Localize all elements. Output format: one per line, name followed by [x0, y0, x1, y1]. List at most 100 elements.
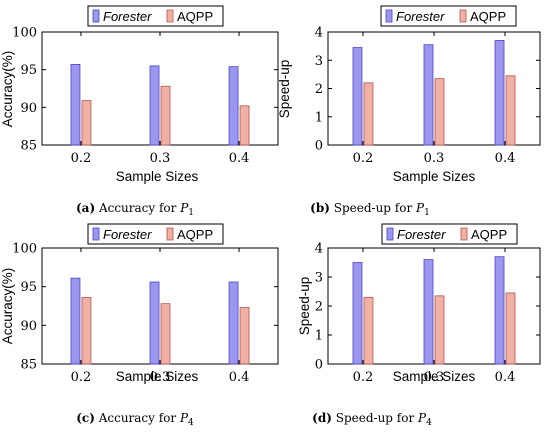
bar-aqpp-0.2: [81, 297, 92, 365]
y-tick-label: 85: [20, 358, 37, 373]
bar-aqpp-0.3: [434, 295, 445, 365]
bar-aqpp-0.2: [363, 296, 374, 365]
bar-forester-0.4: [228, 281, 239, 365]
x-tick-label: 0.4: [229, 151, 250, 166]
legend-box: [380, 5, 517, 27]
x-tick-label: 0.3: [424, 370, 445, 385]
caption-var: P: [179, 201, 189, 215]
x-axis-label: Sample Sizes: [116, 169, 199, 184]
caption-text: Accuracy for: [95, 411, 180, 425]
legend: Forester AQPP: [87, 5, 224, 27]
x-tick-label: 0.3: [424, 151, 445, 166]
x-tick-label: 0.4: [229, 370, 250, 385]
x-tick-label: 0.3: [150, 151, 171, 166]
caption-label: (a): [76, 201, 95, 215]
bar-forester-0.4: [228, 66, 239, 146]
bar-forester-0.4: [494, 256, 505, 365]
bar-aqpp-0.3: [434, 78, 445, 146]
bar-aqpp-0.4: [505, 75, 516, 146]
y-tick-label: 3: [315, 271, 323, 286]
bar-forester-0.3: [149, 65, 160, 146]
caption-label: (c): [76, 411, 95, 425]
y-axis-label: Accuracy(%): [0, 268, 15, 345]
x-axis-label: Sample Sizes: [116, 369, 199, 384]
y-axis-label: Speed-up: [297, 277, 312, 336]
chart-panel-2: 0 1 2 3 4 0.2 0.3 0.4 Speed-up Sample Sizes Forest…: [277, 5, 541, 218]
y-tick-label: 4: [315, 26, 323, 41]
legend-swatch-aqpp: [166, 227, 174, 241]
legend-swatch-forester: [92, 9, 100, 23]
bar-aqpp-0.4: [239, 105, 250, 146]
legend-swatch-aqpp: [166, 9, 174, 23]
bar-aqpp-0.4: [505, 292, 516, 365]
caption-sub: 1: [424, 208, 430, 218]
bar-forester-0.2: [70, 63, 81, 146]
caption-sub: 4: [188, 418, 194, 428]
panel-caption: (d) Speed-up for P4: [312, 411, 432, 428]
bar-forester-0.3: [423, 259, 434, 365]
legend-swatch-aqpp: [460, 227, 468, 241]
x-tick-label: 0.2: [353, 151, 374, 166]
y-tick-label: 4: [315, 242, 323, 257]
caption-text: Speed-up for: [332, 411, 418, 425]
panel-caption: (c) Accuracy for P4: [76, 411, 194, 428]
y-axis-label: Accuracy(%): [0, 51, 15, 128]
caption-sub: 1: [188, 208, 194, 218]
legend-label-aqpp: AQPP: [471, 227, 507, 242]
bar-aqpp-0.2: [363, 82, 374, 146]
panel-caption: (b) Speed-up for P1: [310, 201, 430, 218]
legend-label-aqpp: AQPP: [470, 9, 506, 24]
legend: Forester AQPP: [87, 223, 224, 245]
y-axis-label: Speed-up: [277, 60, 292, 119]
y-tick-label: 90: [20, 319, 37, 334]
chart-panel-1: 85 90 95 100 0.2 0.3 0.4 Accuracy(%) Sample Size…: [0, 5, 279, 218]
caption-var: P: [415, 201, 425, 215]
y-tick-label: 1: [315, 329, 323, 344]
x-tick-label: 0.4: [495, 151, 516, 166]
legend: Forester AQPP: [380, 5, 517, 27]
y-tick-label: 90: [20, 101, 37, 116]
legend-label-forester: Forester: [396, 9, 445, 24]
legend-label-forester: Forester: [103, 9, 152, 24]
y-tick-label: 3: [315, 54, 323, 69]
y-tick-label: 100: [12, 26, 37, 41]
bar-aqpp-0.4: [239, 307, 250, 365]
x-tick-label: 0.2: [71, 151, 92, 166]
caption-sub: 4: [426, 418, 432, 428]
bar-forester-0.2: [352, 262, 363, 365]
legend-box: [381, 223, 518, 245]
panel-caption: (a) Accuracy for P1: [76, 201, 194, 218]
caption-text: Speed-up for: [330, 201, 416, 215]
legend-label-aqpp: AQPP: [177, 227, 213, 242]
x-tick-label: 0.4: [495, 370, 516, 385]
chart-panel-3: 85 90 95 100 0.2 0.3 0.4 Accuracy(%) Sample Size…: [0, 223, 279, 428]
legend: Forester AQPP: [381, 223, 518, 245]
y-tick-label: 95: [20, 63, 37, 78]
y-tick-label: 0: [315, 139, 323, 154]
bar-forester-0.2: [70, 277, 81, 365]
caption-var: P: [179, 411, 189, 425]
legend-label-aqpp: AQPP: [177, 9, 213, 24]
x-tick-label: 0.3: [150, 370, 171, 385]
legend-label-forester: Forester: [397, 227, 446, 242]
bar-aqpp-0.3: [160, 303, 171, 365]
y-tick-label: 0: [315, 358, 323, 373]
legend-swatch-forester: [386, 227, 394, 241]
legend-box: [87, 223, 224, 245]
caption-label: (d): [312, 411, 332, 425]
legend-swatch-forester: [92, 227, 100, 241]
bar-aqpp-0.3: [160, 85, 171, 146]
legend-box: [87, 5, 224, 27]
y-tick-label: 95: [20, 280, 37, 295]
legend-swatch-aqpp: [459, 9, 467, 23]
y-tick-label: 100: [12, 242, 37, 257]
y-tick-label: 85: [20, 139, 37, 154]
bar-forester-0.4: [494, 40, 505, 146]
y-tick-label: 2: [315, 82, 323, 97]
x-tick-label: 0.2: [71, 370, 92, 385]
bar-forester-0.3: [423, 44, 434, 146]
x-axis-label: Sample Sizes: [393, 369, 476, 384]
caption-text: Accuracy for: [95, 201, 180, 215]
chart-panel-4: 0 1 2 3 4 0.2 0.3 0.4 Speed-up Sample Sizes Forest…: [297, 223, 541, 428]
